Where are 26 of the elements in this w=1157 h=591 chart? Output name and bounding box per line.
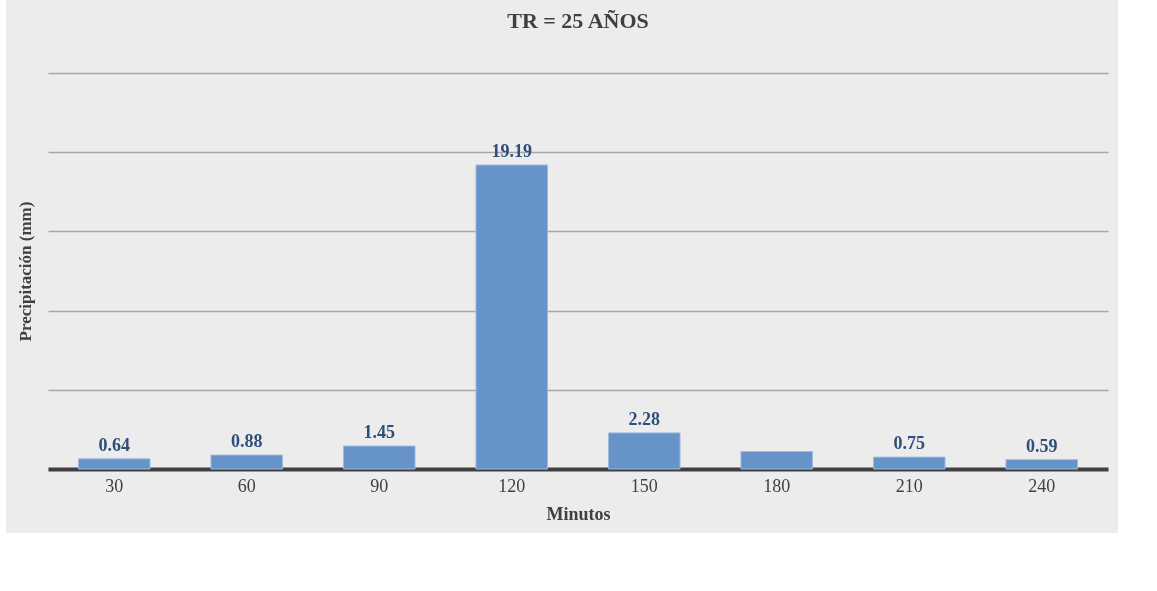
x-tick-label: 60: [237, 475, 256, 496]
x-tick-label: 240: [1028, 475, 1056, 496]
x-axis-title: Minutos: [546, 503, 611, 524]
x-tick-label: 30: [105, 475, 124, 496]
bar: [77, 458, 151, 470]
chart-title: TR = 25 AÑOS: [507, 8, 649, 33]
x-tick-label: 120: [498, 475, 526, 496]
x-tick-label: 90: [370, 475, 389, 496]
bar: [210, 454, 284, 470]
data-label: 0.88: [231, 431, 263, 452]
x-tick-label: 210: [895, 475, 923, 496]
y-axis-title: Precipitación (mm): [15, 201, 35, 342]
bar: [342, 445, 416, 470]
x-tick-label: 180: [763, 475, 791, 496]
data-label: 2.28: [628, 408, 660, 429]
x-tick-label: 150: [630, 475, 658, 496]
bar: [607, 432, 681, 470]
data-label: 0.59: [1026, 435, 1058, 456]
data-label: 19.19: [491, 141, 532, 162]
bar: [740, 451, 814, 470]
data-label: 0.75: [893, 433, 925, 454]
data-label: 1.45: [363, 422, 395, 443]
data-label: 0.64: [98, 434, 130, 455]
bar: [475, 164, 549, 470]
bar: [1005, 459, 1079, 470]
bar: [872, 456, 946, 470]
